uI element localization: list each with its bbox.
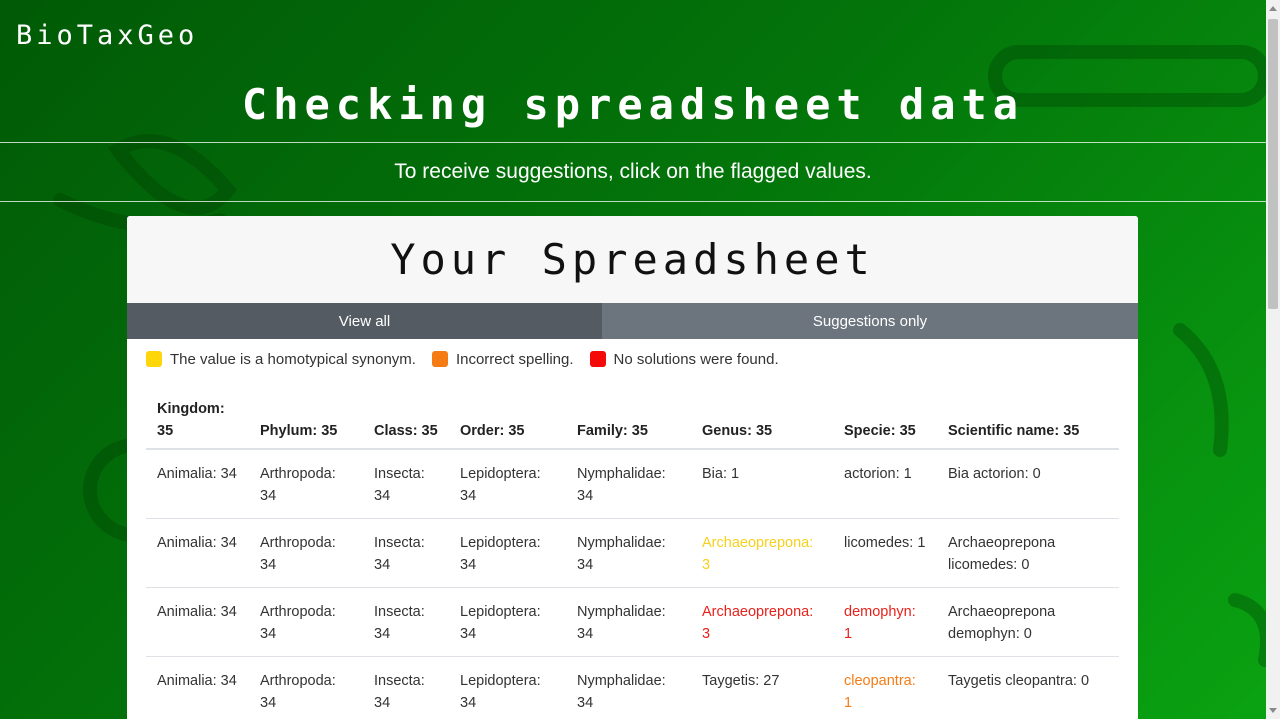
cell-phylum: Arthropoda: 34 [249, 449, 363, 519]
legend-item-not-found: No solutions were found. [589, 350, 779, 368]
brand-logo[interactable]: BioTaxGeo [16, 20, 199, 51]
page-title: Checking spreadsheet data [241, 80, 1025, 129]
table-row: Animalia: 34 Arthropoda: 34 Insecta: 34 … [146, 449, 1119, 519]
legend-item-synonym: The value is a homotypical synonym. [146, 351, 416, 368]
cell-scientific-name: Taygetis cleopantra: 0 [937, 656, 1119, 719]
cell-phylum: Arthropoda: 34 [249, 587, 363, 657]
cell-kingdom: Animalia: 34 [146, 656, 249, 719]
cell-specie: licomedes: 1 [833, 518, 937, 588]
cell-scientific-name: Archaeoprepona licomedes: 0 [937, 518, 1119, 588]
table-row: Animalia: 34 Arthropoda: 34 Insecta: 34 … [146, 518, 1119, 588]
subtitle-band: To receive suggestions, click on the fla… [0, 142, 1266, 202]
cell-specie: actorion: 1 [833, 449, 937, 519]
legend: The value is a homotypical synonym. Inco… [127, 344, 1138, 374]
cell-family: Nymphalidae: 34 [566, 656, 691, 719]
legend-swatch-yellow [146, 351, 162, 367]
column-header-specie: Specie: 35 [833, 398, 937, 450]
cell-kingdom: Animalia: 34 [146, 518, 249, 588]
view-tabs: View all Suggestions only [127, 303, 1138, 339]
cell-genus: Bia: 1 [691, 449, 833, 519]
legend-label: Incorrect spelling. [455, 350, 574, 368]
legend-label: The value is a homotypical synonym. [170, 350, 416, 368]
cell-genus: Taygetis: 27 [691, 656, 833, 719]
spreadsheet-card: Your Spreadsheet View all Suggestions on… [127, 216, 1138, 719]
scroll-up-icon[interactable] [1269, 6, 1277, 11]
table-row: Animalia: 34 Arthropoda: 34 Insecta: 34 … [146, 656, 1119, 719]
column-header-kingdom: Kingdom: 35 [146, 398, 249, 450]
scroll-down-icon[interactable] [1269, 708, 1277, 713]
cell-order: Lepidoptera: 34 [449, 656, 566, 719]
cell-phylum: Arthropoda: 34 [249, 656, 363, 719]
cell-class: Insecta: 34 [363, 587, 449, 657]
legend-label: No solutions were found. [613, 350, 779, 368]
tab-view-all[interactable]: View all [127, 303, 602, 339]
cell-order: Lepidoptera: 34 [449, 587, 566, 657]
scrollbar-thumb[interactable] [1268, 19, 1278, 309]
page-scrollbar[interactable] [1266, 0, 1280, 719]
cell-genus-flagged-synonym[interactable]: Archaeoprepona: 3 [691, 518, 833, 588]
card-title: Your Spreadsheet [127, 216, 1138, 303]
column-header-class: Class: 35 [363, 398, 449, 450]
legend-swatch-orange [431, 351, 448, 367]
column-header-phylum: Phylum: 35 [249, 398, 363, 450]
cell-class: Insecta: 34 [363, 449, 449, 519]
table-wrapper: Kingdom: 35 Phylum: 35 Class: 35 Order: … [127, 398, 1138, 719]
legend-swatch-red [589, 351, 606, 367]
table-row: Animalia: 34 Arthropoda: 34 Insecta: 34 … [146, 587, 1119, 657]
cell-scientific-name: Archaeoprepona demophyn: 0 [937, 587, 1119, 657]
column-header-genus: Genus: 35 [691, 398, 833, 450]
cell-specie-flagged-spelling[interactable]: cleopantra: 1 [833, 656, 937, 719]
cell-class: Insecta: 34 [363, 518, 449, 588]
cell-order: Lepidoptera: 34 [449, 518, 566, 588]
cell-kingdom: Animalia: 34 [146, 449, 249, 519]
cell-genus-flagged-not-found[interactable]: Archaeoprepona: 3 [691, 587, 833, 657]
subtitle-text: To receive suggestions, click on the fla… [394, 160, 872, 183]
cell-scientific-name: Bia actorion: 0 [937, 449, 1119, 519]
column-header-scientific-name: Scientific name: 35 [937, 398, 1119, 450]
cell-family: Nymphalidae: 34 [566, 449, 691, 519]
table-header-row: Kingdom: 35 Phylum: 35 Class: 35 Order: … [146, 398, 1119, 450]
spreadsheet-table: Kingdom: 35 Phylum: 35 Class: 35 Order: … [146, 398, 1119, 719]
cell-specie-flagged-not-found[interactable]: demophyn: 1 [833, 587, 937, 657]
column-header-family: Family: 35 [566, 398, 691, 450]
legend-item-spelling: Incorrect spelling. [431, 350, 574, 368]
cell-class: Insecta: 34 [363, 656, 449, 719]
column-header-order: Order: 35 [449, 398, 566, 450]
cell-family: Nymphalidae: 34 [566, 587, 691, 657]
cell-order: Lepidoptera: 34 [449, 449, 566, 519]
tab-suggestions-only[interactable]: Suggestions only [602, 303, 1138, 339]
cell-kingdom: Animalia: 34 [146, 587, 249, 657]
cell-family: Nymphalidae: 34 [566, 518, 691, 588]
cell-phylum: Arthropoda: 34 [249, 518, 363, 588]
